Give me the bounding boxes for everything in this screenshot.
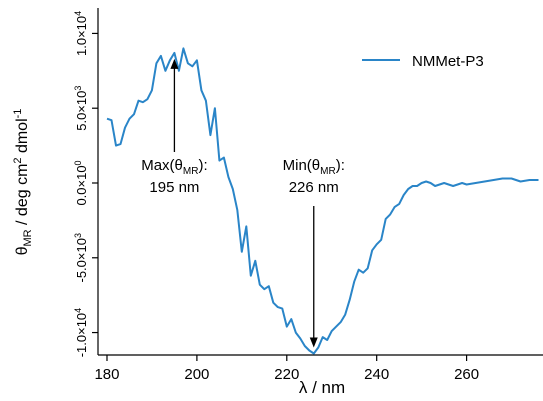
legend-label: NMMet-P3 bbox=[412, 53, 484, 70]
annotation-value: 195 nm bbox=[149, 179, 199, 196]
y-tick-label: -1.0×104 bbox=[73, 308, 89, 357]
x-axis-label: λ / nm bbox=[299, 378, 345, 397]
y-axis-label: θMR / deg cm2 dmol-1 bbox=[12, 109, 34, 256]
x-tick-label: 220 bbox=[274, 366, 299, 383]
y-tick-label: -5.0×103 bbox=[73, 233, 89, 282]
x-tick-label: 260 bbox=[454, 366, 479, 383]
y-tick-label: 1.0×104 bbox=[73, 11, 89, 56]
annotation-arrow-head bbox=[170, 58, 179, 69]
annotation-max: Max(θMR): 195 nm bbox=[141, 58, 208, 196]
series-line-nmmet-p3 bbox=[106, 47, 539, 355]
x-tick-label: 200 bbox=[184, 366, 209, 383]
x-ticks: 180 200 220 240 260 bbox=[94, 355, 479, 383]
annotation-arrow-head bbox=[309, 337, 318, 348]
annotations: Max(θMR): 195 nm Min(θMR): 226 nm bbox=[141, 58, 345, 348]
annotation-min: Min(θMR): 226 nm bbox=[283, 157, 345, 348]
y-tick-label: 0.0×100 bbox=[73, 160, 89, 205]
annotation-value: 226 nm bbox=[289, 179, 339, 196]
y-ticks: 1.0×104 5.0×103 0.0×100 -5.0×103 -1.0×104 bbox=[73, 11, 98, 357]
legend: NMMet-P3 bbox=[362, 53, 484, 70]
x-tick-label: 180 bbox=[94, 366, 119, 383]
y-tick-label: 5.0×103 bbox=[73, 86, 89, 131]
x-tick-label: 240 bbox=[364, 366, 389, 383]
annotation-title: Max(θMR): bbox=[141, 157, 207, 177]
annotation-title: Min(θMR): bbox=[283, 157, 345, 177]
